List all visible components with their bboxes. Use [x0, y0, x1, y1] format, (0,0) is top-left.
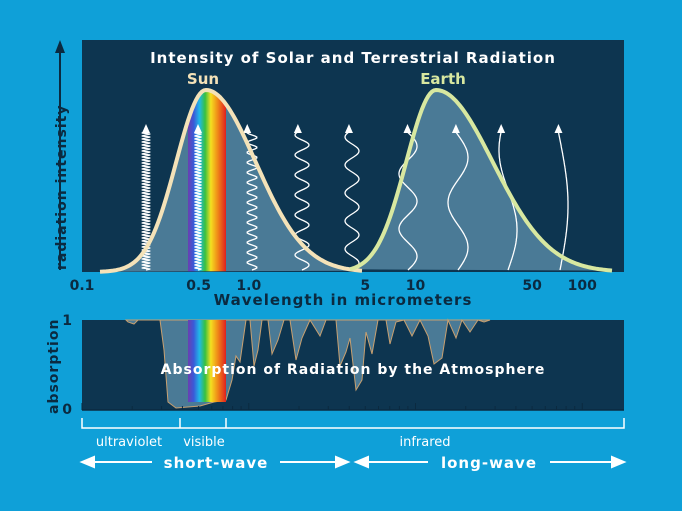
x-axis-ticks: 0.1 0.5 1.0 5 10 50 100	[70, 278, 598, 294]
x-tick-label: 5	[360, 278, 370, 294]
absorption-y-label: absorption	[46, 319, 62, 414]
sun-label: Sun	[187, 70, 219, 88]
band-visible: visible	[183, 435, 225, 450]
short-wave-arrowhead-right	[335, 455, 351, 469]
intensity-axes: radiation intensity 0.1 0.5 1.0 5 10 50 100 Wa…	[54, 40, 597, 309]
wave-arrowhead-5	[344, 124, 353, 133]
wave-2	[194, 131, 202, 271]
absorption-tick-1: 1	[62, 313, 72, 329]
x-tick-label: 50	[522, 278, 542, 294]
wave-5	[344, 131, 360, 271]
wave-arrowhead-6	[403, 124, 412, 133]
wave-arrowhead-3	[243, 124, 252, 133]
earth-label: Earth	[420, 70, 466, 88]
absorption-panel: Absorption of Radiation by the Atmospher…	[81, 318, 624, 411]
absorption-title: Absorption of Radiation by the Atmospher…	[161, 362, 546, 378]
short-wave-arrowhead-left	[79, 455, 95, 469]
band-long-wave: long-wave	[441, 454, 537, 472]
intensity-panel: Intensity of Solar and Terrestrial Radia…	[82, 40, 624, 274]
wave-1	[141, 131, 151, 271]
x-tick-label: 0.5	[186, 278, 211, 294]
x-tick-label: 1.0	[236, 278, 261, 294]
absorption-x-ticks	[81, 403, 583, 410]
x-tick-label: 10	[406, 278, 426, 294]
band-ultraviolet: ultraviolet	[96, 435, 162, 450]
wave-6	[398, 131, 418, 271]
intensity-title: Intensity of Solar and Terrestrial Radia…	[150, 49, 556, 67]
wave-arrowhead-2	[194, 124, 202, 133]
sun-curve-fill	[100, 90, 362, 272]
long-wave-arrowhead-left	[353, 455, 369, 469]
x-tick-label: 100	[568, 278, 597, 294]
absorption-axes: absorption 1 0	[46, 313, 72, 418]
wave-class-arrows	[79, 455, 627, 469]
wave-arrowhead-1	[142, 124, 150, 133]
wave-arrowhead-4	[293, 124, 302, 133]
y-axis-arrowhead	[55, 40, 65, 53]
x-tick-label: 0.1	[70, 278, 95, 294]
band-bracket-line	[81, 418, 625, 429]
wave-7	[447, 131, 469, 271]
earth-curve	[349, 87, 613, 273]
sun-curve	[99, 87, 363, 274]
wave-arrowhead-8	[497, 124, 506, 133]
visible-spectrum-band	[188, 90, 226, 272]
y-axis-label: radiation intensity	[54, 105, 70, 270]
long-wave-arrowhead-right	[611, 455, 627, 469]
band-brackets	[81, 418, 625, 429]
wave-arrowhead-9	[554, 124, 563, 133]
wave-4	[294, 131, 310, 271]
x-axis-label: Wavelength in micrometers	[214, 291, 473, 309]
absorption-tick-0: 0	[62, 402, 72, 418]
band-infrared: infrared	[399, 435, 450, 450]
band-short-wave: short-wave	[164, 454, 269, 472]
wave-arrowhead-7	[451, 124, 460, 133]
absorption-visible-band	[188, 320, 226, 402]
wave-9	[557, 131, 569, 271]
